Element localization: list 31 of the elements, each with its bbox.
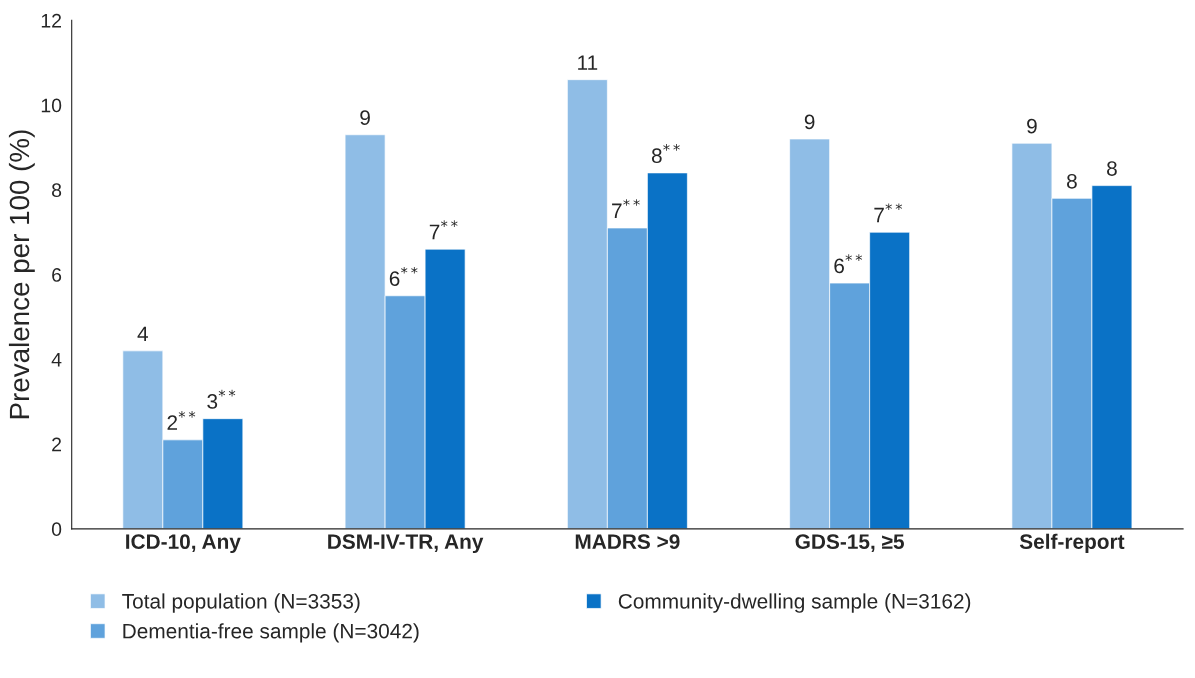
data-label: 11 [578, 55, 598, 70]
data-label: 7$^{**}$ [612, 199, 640, 218]
data-label: 2$^{**}$ [167, 411, 196, 430]
data-label: 9 [360, 110, 370, 126]
legend-label: Total population (N=3353) [122, 593, 360, 613]
y-axis-title: Prevalence per 100 (%) [8, 130, 35, 419]
x-tick-label: Self-report [1019, 533, 1125, 554]
data-label: 9 [804, 114, 815, 130]
y-tick-label: 10 [41, 98, 62, 113]
y-tick-label: 12 [41, 13, 61, 28]
y-tick-label: 0 [51, 522, 62, 537]
data-label: 7$^{**}$ [874, 203, 903, 223]
y-tick-label: 8 [52, 183, 62, 198]
y-tick-label: 6 [52, 268, 62, 282]
data-label: 8 [1107, 161, 1117, 176]
y-tick-label: 2 [52, 437, 61, 452]
data-label: 9 [1027, 118, 1037, 134]
data-label: 4 [137, 326, 149, 341]
x-tick-label: MADRS >9 [575, 534, 680, 549]
data-label: 6$^{**}$ [834, 254, 863, 274]
data-label: 7$^{**}$ [429, 220, 458, 240]
data-label: 8 [1067, 173, 1077, 189]
x-tick-label: ICD-10, Any [126, 534, 241, 554]
data-label: 6$^{**}$ [389, 266, 418, 286]
data-label: 3$^{**}$ [207, 389, 236, 409]
x-tick-label: DSM-IV-TR, Any [328, 534, 484, 554]
legend-label: Community-dwelling sample (N=3162) [618, 593, 971, 613]
legend-label: Dementia-free sample (N=3042) [123, 623, 419, 643]
x-tick-label: GDS-15, ≥5 [795, 534, 904, 553]
y-tick-label: 4 [51, 353, 62, 367]
data-label: 8$^{**}$ [651, 144, 680, 164]
